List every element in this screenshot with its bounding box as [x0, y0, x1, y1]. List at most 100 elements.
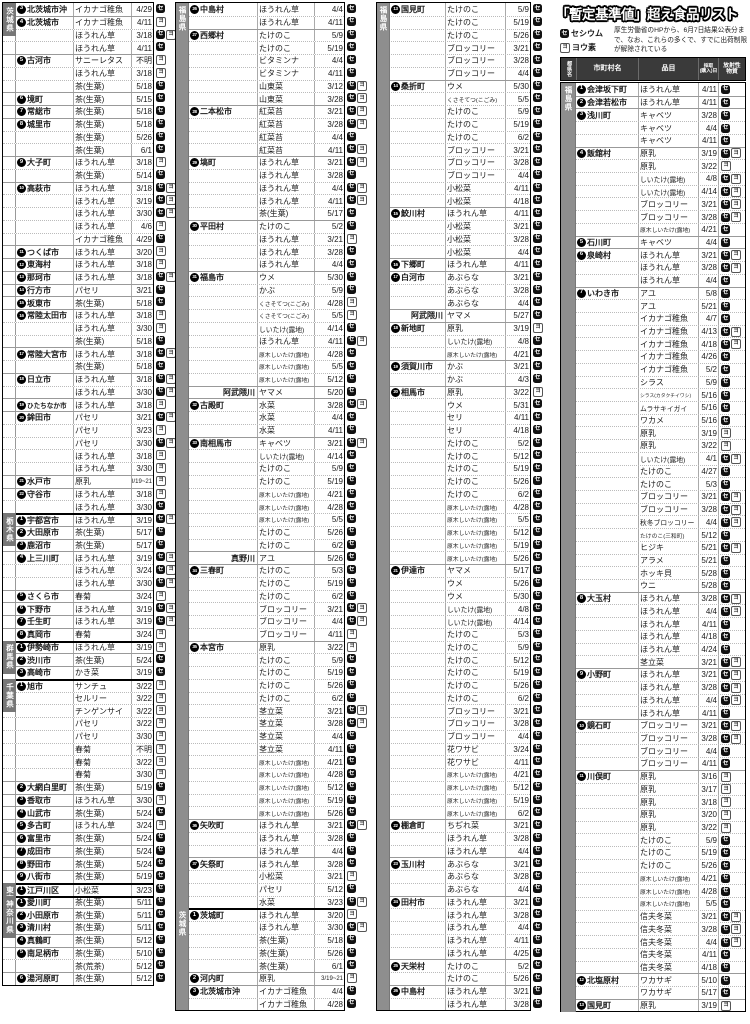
date-cell: 5/27 — [505, 310, 530, 322]
sidebar-cell — [561, 300, 576, 312]
table-row: 原乳 3/22 ヨ — [561, 159, 745, 173]
cesium-badge-icon: セ — [721, 657, 730, 667]
cesium-badge-icon: セ — [533, 488, 542, 498]
item-cell: 原乳 — [638, 440, 698, 452]
substance-badges: セ — [533, 233, 542, 243]
cesium-badge-icon: セ — [533, 297, 542, 307]
date-cell: 3/19 — [131, 603, 153, 615]
table-row: たけのこ 5/26 — [176, 678, 344, 692]
table-row: ブロッコリー 4/4 — [377, 729, 530, 743]
item-cell: 原木しいたけ(露地) — [445, 501, 505, 513]
sidebar-cell — [176, 169, 189, 182]
substance-badges: セ — [347, 807, 356, 817]
date-cell: 5/26 — [314, 807, 344, 819]
municipality-cell — [576, 198, 638, 210]
cesium-badge-icon: セ — [347, 539, 356, 549]
date-cell: 5/19 — [314, 42, 344, 54]
sidebar-cell — [3, 67, 16, 80]
substance-badges: ヨ — [156, 246, 166, 257]
date-cell: 3/21 — [505, 985, 530, 998]
iodine-badge-icon: ヨ — [731, 326, 741, 337]
substance-cell: セ — [718, 274, 745, 287]
substance-badges: セヨ — [156, 616, 176, 626]
iodine-badge-icon: ヨ — [721, 809, 731, 820]
table-row: 茶(生葉) 5/18 — [3, 360, 153, 373]
substance-cell: セヨ — [718, 173, 745, 185]
municipality-cell — [390, 922, 445, 934]
date-cell: 5/16 — [698, 389, 718, 401]
date-cell: 5/19 — [505, 118, 530, 131]
table-row: 31 福島市 ウメ 5/30 — [176, 270, 344, 284]
municipality-cell — [576, 351, 638, 363]
cesium-badge-icon: セ — [156, 577, 165, 587]
municipality-cell — [390, 807, 445, 819]
item-cell: ほうれん草 — [445, 947, 505, 960]
substance-badges: セ — [156, 807, 165, 817]
cesium-badge-icon: セ — [156, 858, 165, 868]
date-cell: 4/24 — [698, 643, 718, 656]
table-row: 19 須賀川市 かぶ 3/21 — [377, 360, 530, 373]
item-cell: 信夫冬菜 — [638, 936, 698, 948]
item-cell: 茶(生葉) — [73, 297, 131, 309]
item-cell: 茶(生葉) — [73, 871, 131, 883]
item-cell: ブロッコリー — [638, 719, 698, 732]
cesium-badge-icon: セ — [347, 361, 356, 370]
item-cell: 茶(生葉) — [73, 858, 131, 870]
date-cell: 5/2 — [505, 960, 530, 972]
table-row: ブロッコリー 4/4 — [377, 66, 530, 80]
cesium-badge-icon: セ — [533, 475, 542, 485]
municipality-cell: 33 南相馬市 — [189, 438, 257, 450]
substance-badges: セ — [156, 80, 165, 90]
substance-badges: ヨ — [156, 310, 166, 320]
table-row: あぶらな 4/4 — [377, 296, 530, 309]
municipality-number: 3 — [17, 4, 26, 14]
sidebar-cell — [176, 399, 189, 411]
item-cell: 茶(生葉) — [73, 807, 131, 819]
item-cell: サンチュ — [73, 680, 131, 692]
item-cell: 原乳 — [638, 821, 698, 834]
sidebar-cell — [377, 373, 390, 386]
table-row: たけのこ 5/19 — [377, 666, 530, 679]
date-cell: 3/20 — [314, 910, 344, 921]
municipality-cell: 1 会津坂下町 — [576, 83, 638, 96]
cesium-badge-icon: セ — [721, 746, 730, 756]
item-cell: 原乳 — [257, 641, 314, 654]
sidebar-cell — [377, 820, 390, 832]
municipality-number: 30 — [190, 222, 199, 232]
cesium-badge-icon: セ — [156, 297, 165, 307]
table-row: 小松菜 3/21 — [176, 870, 344, 883]
cesium-badge-icon: セ — [156, 832, 165, 842]
date-cell: 5/12 — [505, 654, 530, 666]
municipality-cell — [189, 348, 257, 360]
municipality-cell: 3 北茨城市沖 — [16, 3, 73, 16]
municipality-cell — [390, 246, 445, 258]
municipality-number: 33 — [190, 438, 199, 448]
municipality-cell — [576, 923, 638, 935]
substance-badges: セ — [347, 246, 356, 256]
item-cell: ほうれん草 — [638, 707, 698, 719]
cesium-badge-icon: セ — [721, 237, 730, 247]
item-cell: 茶(生葉) — [73, 106, 131, 118]
municipality-cell — [390, 935, 445, 947]
sidebar-cell — [3, 565, 16, 577]
date-cell: 5/26 — [314, 526, 344, 539]
cesium-badge-icon: セ — [347, 832, 356, 842]
date-cell: 4/26 — [698, 351, 718, 363]
municipality-cell — [576, 860, 638, 872]
substance-badges: セヨ — [347, 718, 367, 728]
municipality-cell — [576, 313, 638, 325]
item-cell: ムラサキイガイ — [638, 401, 698, 414]
sidebar-cell — [3, 220, 16, 233]
cesium-badge-icon: セ — [347, 667, 356, 676]
table-row: 小松菜 3/28 — [377, 232, 530, 246]
sidebar-cell — [377, 973, 390, 985]
table-row: イカナゴ稚魚 4/13 セヨ — [561, 324, 745, 338]
item-cell: ほうれん草 — [73, 322, 131, 335]
iodine-badge-icon: ヨ — [721, 428, 731, 439]
table-row: 2 小田原市 茶(生葉) 5/11 — [3, 908, 153, 921]
item-cell: ほうれん草 — [638, 96, 698, 109]
cesium-badge-icon: セ — [156, 271, 165, 281]
sidebar-cell — [377, 909, 390, 921]
sidebar-cell — [561, 325, 576, 338]
table-row: しいたけ(露地) 4/8 セヨ — [561, 172, 745, 185]
